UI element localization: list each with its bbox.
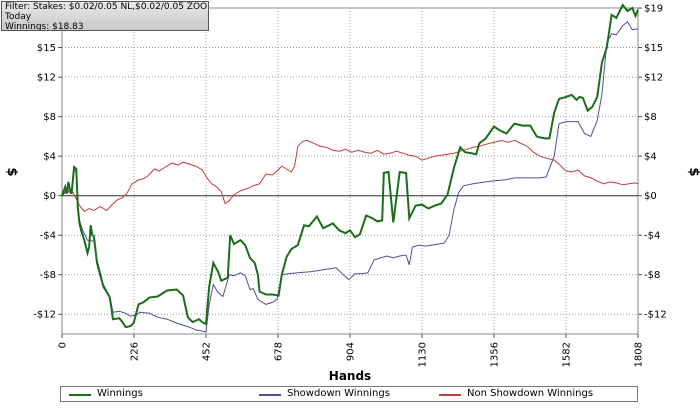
- y-tick-label-right: $12: [644, 73, 663, 84]
- y-tick-label-left: $15: [37, 43, 56, 54]
- legend-label: Non Showdown Winnings: [467, 388, 594, 399]
- filter-info-box: Filter: Stakes: $0.02/0.05 NL,$0.02/0.05…: [1, 1, 209, 31]
- y-tick-label-left: -$12: [33, 310, 56, 321]
- y-tick-label-left: -$4: [40, 231, 56, 242]
- y-tick-label-right: -$12: [644, 310, 667, 321]
- y-tick-label-right: $0: [644, 191, 657, 202]
- y-axis-label-left: $: [4, 167, 19, 176]
- y-tick-label-right: $4: [644, 152, 657, 163]
- x-axis-label: Hands: [329, 369, 371, 383]
- y-tick-label-right: -$8: [644, 270, 660, 281]
- y-axis-label-right: $: [686, 167, 700, 176]
- y-tick-label-left: $0: [43, 191, 56, 202]
- y-tick-label-right: $15: [644, 43, 663, 54]
- legend-label: Showdown Winnings: [287, 388, 390, 399]
- y-tick-label-right: -$4: [644, 231, 660, 242]
- filter-winnings-text: Winnings: $18.83: [5, 22, 84, 31]
- showdown-winnings-line: [61, 21, 639, 333]
- winnings-line: [61, 3, 639, 329]
- y-tick-label-left: $12: [37, 73, 56, 84]
- filter-date-text: Today: [5, 12, 32, 22]
- x-tick-label: 1130: [418, 342, 429, 367]
- legend-swatch-winnings: [69, 394, 91, 396]
- x-tick-label: 1808: [634, 342, 645, 367]
- y-tick-label-right: $19: [644, 4, 663, 15]
- y-tick-label-left: $4: [43, 152, 56, 163]
- y-tick-label-left: -$8: [40, 270, 56, 281]
- chart-legend: Winnings Showdown Winnings Non Showdown …: [60, 386, 638, 402]
- x-tick-label: 678: [274, 342, 285, 361]
- x-tick-label: 226: [130, 342, 141, 361]
- y-tick-label-left: $8: [43, 112, 56, 123]
- x-tick-label: 452: [202, 342, 213, 361]
- x-tick-label: 1356: [490, 342, 501, 367]
- x-tick-label: 0: [58, 342, 69, 348]
- x-tick-label: 904: [346, 342, 357, 361]
- non-showdown-winnings-line: [61, 139, 639, 213]
- legend-swatch-showdown: [259, 394, 281, 396]
- y-tick-label-right: $8: [644, 112, 657, 123]
- x-tick-label: 1582: [562, 342, 573, 367]
- filter-stakes-text: Filter: Stakes: $0.02/0.05 NL,$0.02/0.05…: [5, 2, 209, 12]
- legend-swatch-non-showdown: [439, 394, 461, 396]
- legend-label: Winnings: [97, 388, 143, 399]
